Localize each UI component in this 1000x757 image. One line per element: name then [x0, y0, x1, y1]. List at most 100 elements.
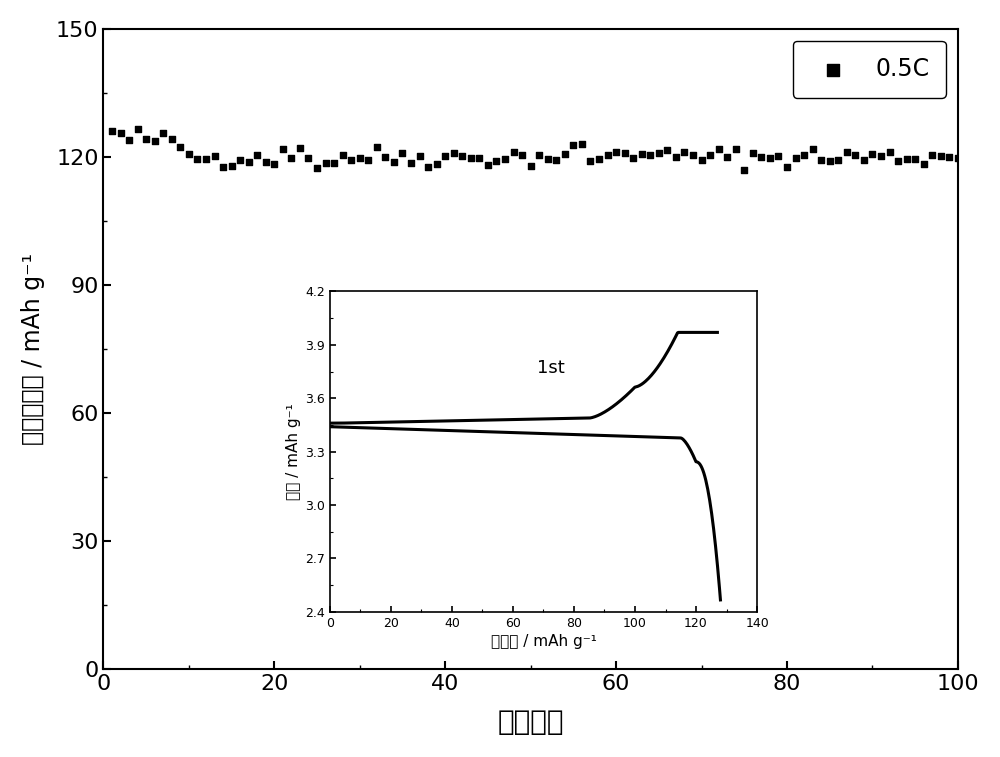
Point [617, 147, 633, 159]
Point [711, 143, 727, 155]
Point [762, 152, 778, 164]
Point [694, 154, 710, 167]
Point [779, 161, 795, 173]
Point [232, 154, 248, 166]
Point [548, 154, 564, 167]
Point [625, 152, 641, 164]
Point [181, 148, 197, 160]
Point [420, 161, 436, 173]
Point [523, 160, 539, 172]
X-axis label: 循环圈数: 循环圈数 [497, 708, 564, 736]
Point [916, 158, 932, 170]
Point [719, 151, 735, 164]
Point [907, 153, 923, 165]
Point [540, 153, 556, 165]
Point [463, 151, 479, 164]
Point [377, 151, 393, 163]
Point [822, 155, 838, 167]
Point [224, 160, 240, 172]
Point [386, 156, 402, 168]
Point [899, 153, 915, 165]
Point [702, 149, 718, 161]
Point [497, 153, 513, 165]
Point [429, 157, 445, 170]
Point [215, 160, 231, 173]
Point [155, 127, 171, 139]
Point [608, 146, 624, 158]
Point [360, 154, 376, 166]
Point [326, 157, 342, 169]
Point [890, 154, 906, 167]
Point [565, 139, 581, 151]
Point [207, 150, 223, 162]
Point [847, 149, 863, 161]
Point [514, 149, 530, 161]
Point [873, 151, 889, 163]
Point [241, 156, 257, 168]
Point [856, 154, 872, 166]
Point [104, 125, 120, 137]
Point [412, 150, 428, 162]
Point [300, 152, 316, 164]
Point [668, 151, 684, 164]
Point [172, 142, 188, 154]
Point [941, 151, 957, 163]
Point [369, 142, 385, 154]
Point [164, 133, 180, 145]
Point [471, 152, 487, 164]
Point [283, 152, 299, 164]
Point [574, 138, 590, 150]
Point [676, 146, 692, 158]
Point [830, 154, 846, 166]
Y-axis label: 放电比容量 / mAh g⁻¹: 放电比容量 / mAh g⁻¹ [21, 253, 45, 445]
Point [121, 134, 137, 146]
Point [950, 152, 966, 164]
Point [685, 149, 701, 161]
Point [933, 150, 949, 162]
Point [343, 154, 359, 166]
Point [258, 155, 274, 167]
Point [642, 149, 658, 161]
Point [753, 151, 769, 163]
Point [189, 153, 205, 165]
Point [480, 158, 496, 170]
Point [335, 149, 351, 161]
Point [113, 127, 129, 139]
Point [745, 147, 761, 159]
Point [352, 152, 368, 164]
Point [292, 142, 308, 154]
Point [446, 147, 462, 159]
Point [130, 123, 146, 135]
Point [770, 151, 786, 163]
Point [864, 148, 880, 160]
Point [309, 162, 325, 174]
Point [506, 145, 522, 157]
Point [634, 148, 650, 160]
Point [839, 146, 855, 158]
Point [591, 152, 607, 164]
Point [147, 135, 163, 147]
Point [394, 147, 410, 159]
Point [813, 154, 829, 166]
Point [796, 149, 812, 161]
Point [318, 157, 334, 169]
Point [728, 143, 744, 155]
Point [805, 143, 821, 155]
Point [924, 149, 940, 161]
Point [659, 144, 675, 156]
Point [488, 154, 504, 167]
Point [266, 158, 282, 170]
Point [403, 157, 419, 170]
Legend: 0.5C: 0.5C [793, 41, 946, 98]
Point [582, 155, 598, 167]
Point [531, 149, 547, 161]
Point [198, 153, 214, 165]
Point [437, 150, 453, 162]
Point [600, 149, 616, 161]
Point [138, 133, 154, 145]
Point [882, 146, 898, 158]
Point [275, 143, 291, 155]
Point [788, 152, 804, 164]
Point [249, 149, 265, 161]
Point [454, 150, 470, 162]
